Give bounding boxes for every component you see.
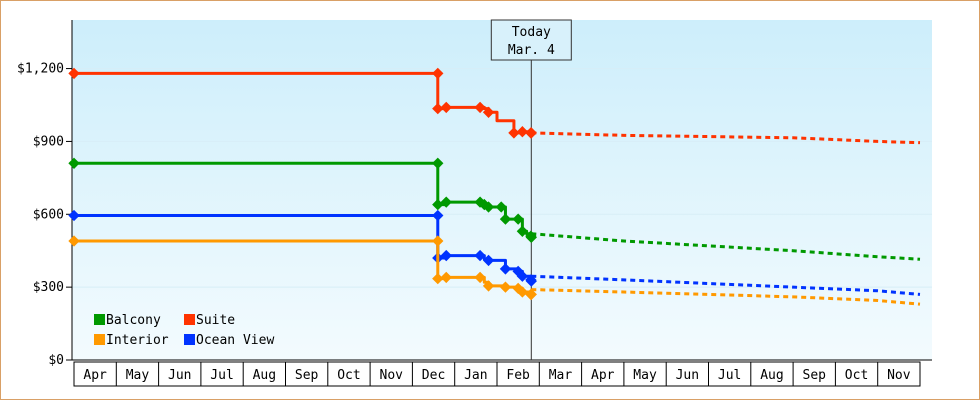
series-ocean-view <box>68 209 921 296</box>
month-label-7: Nov <box>380 368 404 383</box>
legend: Balcony Suite Interior Ocean View <box>94 313 274 348</box>
month-label-9: Jan <box>464 368 487 383</box>
month-label-16: Aug <box>760 368 783 383</box>
plot-background <box>72 20 932 360</box>
legend-label-suite: Suite <box>196 313 235 328</box>
point-balcony-9 <box>512 213 524 225</box>
point-interior-5 <box>482 280 495 292</box>
today-date: Mar. 4 <box>508 43 555 58</box>
month-label-19: Nov <box>887 368 911 383</box>
series-balcony <box>68 157 921 261</box>
month-label-18: Oct <box>845 368 868 383</box>
point-ocean-view-5 <box>482 254 495 267</box>
point-interior-8 <box>516 286 529 298</box>
today-marker: Today Mar. 4 <box>490 19 572 360</box>
legend-swatch-ocean-view <box>184 334 195 345</box>
y-axis: $0 $300 $600 $900 $1,200 <box>17 20 73 368</box>
series-interior <box>68 235 921 306</box>
point-suite-7 <box>516 126 529 138</box>
point-balcony-8 <box>499 213 512 225</box>
x-axis: Apr May Jun Jul Aug Sep Oct Nov Dec Jan Feb Mar Apr M… <box>72 359 932 387</box>
point-suite-9 <box>525 127 537 139</box>
month-label-14: Jun <box>676 368 699 383</box>
legend-label-balcony: Balcony <box>106 313 161 328</box>
month-label-13: May <box>633 368 657 383</box>
forecast-line-interior <box>531 288 921 306</box>
legend-swatch-suite <box>184 314 195 325</box>
month-label-3: Jul <box>210 368 233 383</box>
point-ocean-view-6 <box>499 263 512 275</box>
month-label-12: Apr <box>591 368 615 383</box>
month-label-2: Jun <box>168 368 191 383</box>
today-label: Today <box>512 25 551 40</box>
point-ocean-view-8 <box>516 270 529 282</box>
point-ocean-view-10 <box>525 275 537 287</box>
point-interior-6 <box>499 281 512 293</box>
legend-swatch-interior <box>94 334 105 345</box>
y-tick-label-300: $300 <box>33 280 64 295</box>
point-balcony-7 <box>495 201 507 213</box>
point-interior-1 <box>432 235 444 247</box>
point-balcony-3 <box>440 196 452 208</box>
point-balcony-12 <box>525 231 537 244</box>
month-label-15: Jul <box>718 368 741 383</box>
point-ocean-view-4 <box>474 249 486 262</box>
point-balcony-10 <box>516 225 529 237</box>
y-tick-label-1200: $1,200 <box>17 62 64 77</box>
month-label-4: Aug <box>253 368 276 383</box>
month-label-10: Feb <box>506 368 530 383</box>
month-label-17: Sep <box>803 368 827 383</box>
point-balcony-1 <box>432 157 444 169</box>
series-layer <box>68 67 921 306</box>
month-label-5: Sep <box>295 368 319 383</box>
point-balcony-6 <box>482 201 495 213</box>
month-label-6: Oct <box>337 368 360 383</box>
month-label-0: Apr <box>83 368 107 383</box>
point-ocean-view-3 <box>440 249 452 262</box>
point-interior-10 <box>525 288 537 301</box>
point-interior-2 <box>432 272 444 285</box>
y-tick-label-900: $900 <box>33 134 64 149</box>
point-ocean-view-1 <box>432 209 444 222</box>
month-label-1: May <box>126 368 150 383</box>
today-box <box>490 19 572 61</box>
point-balcony-2 <box>432 198 444 211</box>
forecast-line-suite <box>531 131 921 145</box>
month-label-11: Mar <box>549 368 573 383</box>
forecast-line-ocean-view <box>531 274 921 296</box>
month-label-8: Dec <box>422 368 445 383</box>
legend-swatch-balcony <box>94 314 105 325</box>
legend-label-interior: Interior <box>106 333 169 348</box>
legend-label-ocean-view: Ocean View <box>196 333 274 348</box>
point-interior-3 <box>440 271 452 284</box>
point-suite-6 <box>508 127 520 139</box>
y-tick-label-0: $0 <box>48 353 64 368</box>
forecast-line-balcony <box>531 232 921 261</box>
y-tick-label-600: $600 <box>33 207 64 222</box>
point-interior-4 <box>474 271 486 284</box>
